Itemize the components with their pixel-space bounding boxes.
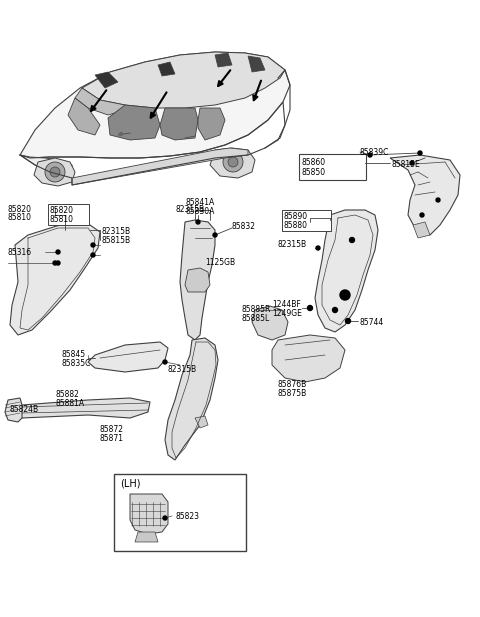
Polygon shape [195,416,208,428]
FancyBboxPatch shape [299,154,366,180]
Text: 85880: 85880 [284,221,308,230]
Text: 85830A: 85830A [185,207,215,216]
Circle shape [163,516,167,520]
Circle shape [50,167,60,177]
Text: 85744: 85744 [360,318,384,327]
Polygon shape [10,225,100,335]
Circle shape [196,220,200,224]
Text: 85845: 85845 [62,350,86,359]
FancyBboxPatch shape [114,474,246,551]
Polygon shape [158,62,175,76]
Text: 85839C: 85839C [360,148,389,157]
Circle shape [418,151,422,155]
Circle shape [340,290,350,300]
Text: 85876B: 85876B [278,380,307,389]
Polygon shape [248,56,265,72]
Polygon shape [20,52,290,158]
Circle shape [56,261,60,265]
Polygon shape [20,155,72,178]
Text: (LH): (LH) [120,478,141,488]
Polygon shape [108,105,160,140]
Circle shape [163,360,167,364]
Text: 85882: 85882 [55,390,79,399]
Text: 85823: 85823 [175,512,199,521]
Text: 82315B: 82315B [102,227,131,236]
Text: 82315B: 82315B [175,205,204,214]
Text: 85815B: 85815B [102,236,131,245]
Polygon shape [165,338,218,460]
Polygon shape [72,148,248,185]
Text: 85890: 85890 [284,212,308,221]
Text: 82315B: 82315B [168,365,197,374]
Text: 85885R: 85885R [242,305,271,314]
Text: 85872: 85872 [100,425,124,434]
Circle shape [346,318,350,323]
Polygon shape [68,98,100,135]
Polygon shape [135,532,158,542]
Text: 85875B: 85875B [278,389,307,398]
Polygon shape [185,268,210,292]
Circle shape [120,133,122,136]
Circle shape [340,290,350,300]
Circle shape [308,305,312,310]
Polygon shape [215,53,232,67]
Text: 85810: 85810 [8,213,32,222]
Polygon shape [82,52,285,108]
Text: 85850: 85850 [302,168,326,177]
Polygon shape [390,155,460,235]
FancyBboxPatch shape [48,204,88,225]
Polygon shape [252,306,288,340]
Polygon shape [88,342,168,372]
Polygon shape [130,494,168,534]
Circle shape [420,213,424,217]
Circle shape [91,243,95,247]
Circle shape [368,153,372,157]
Text: 1244BF: 1244BF [272,300,301,309]
Polygon shape [413,222,430,238]
Text: 85881A: 85881A [55,399,84,408]
Circle shape [53,261,57,265]
Circle shape [349,238,355,242]
Polygon shape [160,108,198,140]
Text: 85835C: 85835C [62,359,91,368]
FancyBboxPatch shape [281,210,331,231]
Circle shape [56,250,60,254]
Polygon shape [75,88,125,115]
Circle shape [333,307,337,312]
Text: 85860: 85860 [302,158,326,167]
Text: 85810: 85810 [50,215,74,224]
Polygon shape [34,158,75,186]
Circle shape [223,152,243,172]
Text: 85820: 85820 [50,206,74,215]
Circle shape [228,157,238,167]
Circle shape [410,161,414,165]
Polygon shape [95,72,118,88]
Text: 1125GB: 1125GB [205,258,235,267]
Circle shape [340,290,350,300]
Circle shape [45,162,65,182]
Text: 85820: 85820 [8,205,32,214]
Text: 85824B: 85824B [10,405,39,414]
Polygon shape [315,210,378,332]
Polygon shape [272,335,345,382]
Polygon shape [180,220,215,340]
Polygon shape [198,108,225,140]
Text: 1249GE: 1249GE [272,309,302,318]
Text: 85832: 85832 [232,222,256,231]
Polygon shape [5,398,22,422]
Circle shape [436,198,440,202]
Circle shape [316,246,320,250]
Text: 82315B: 82315B [278,240,307,249]
Polygon shape [15,398,150,418]
Text: 85316: 85316 [8,248,32,257]
Text: 85815E: 85815E [392,160,421,169]
Polygon shape [210,148,255,178]
Circle shape [213,233,217,237]
Text: 85885L: 85885L [242,314,270,323]
Text: 85841A: 85841A [185,198,214,207]
Circle shape [91,253,95,257]
Text: 85871: 85871 [100,434,124,443]
